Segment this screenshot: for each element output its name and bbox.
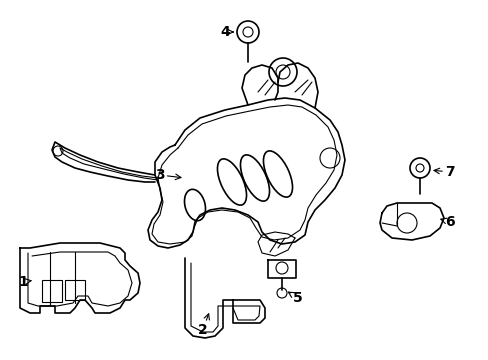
- Text: 2: 2: [198, 314, 209, 337]
- Bar: [42, 280, 62, 302]
- Text: 3: 3: [155, 168, 181, 182]
- Text: 5: 5: [288, 291, 302, 305]
- Text: 7: 7: [433, 165, 454, 179]
- Text: 6: 6: [440, 215, 454, 229]
- Text: 4: 4: [220, 25, 233, 39]
- Bar: [65, 280, 85, 300]
- Text: 1: 1: [18, 275, 31, 289]
